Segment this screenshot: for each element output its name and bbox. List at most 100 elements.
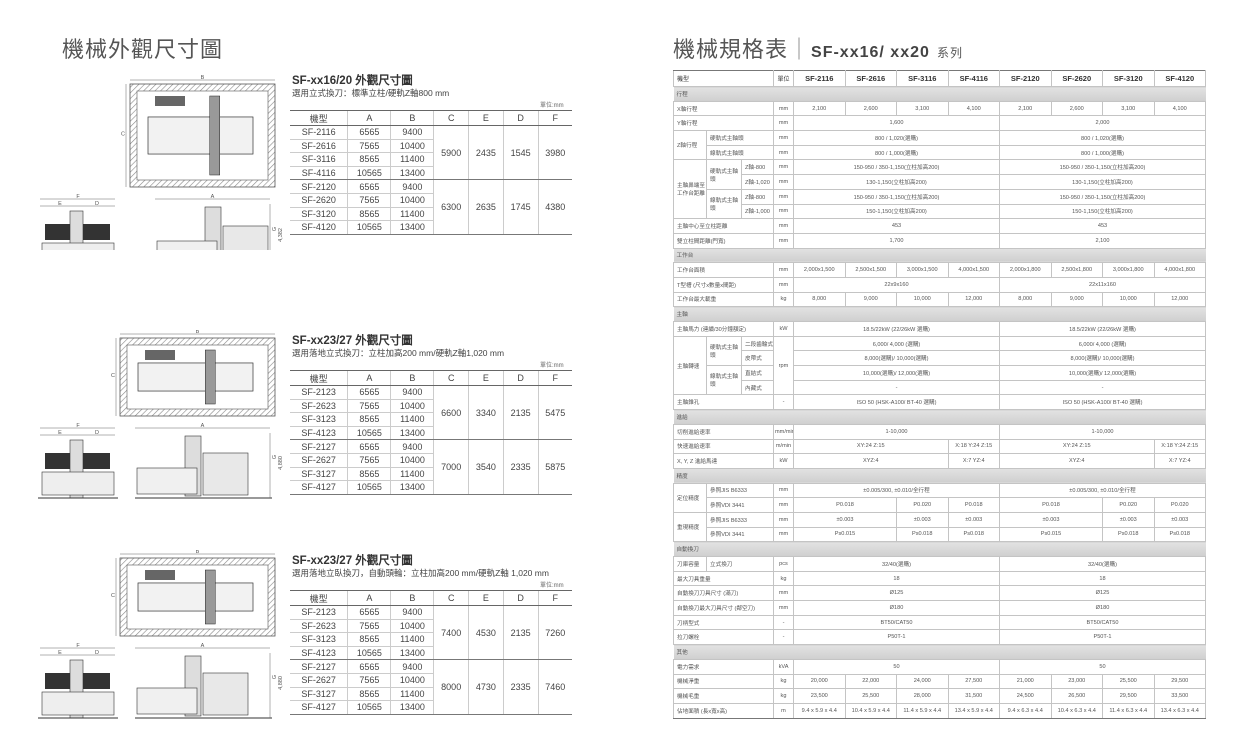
spec-value: ±0.005/300, ±0.010/全行程 [793, 482, 1000, 499]
value-cell: 10400 [390, 399, 434, 414]
column-header: A [347, 590, 391, 606]
spec-label: 直結式 [741, 365, 774, 381]
spec-label: X, Y, Z 進給馬達 [673, 453, 774, 469]
spec-value: 22x9x160 [793, 276, 1000, 293]
column-header: E [468, 590, 504, 606]
control-cabinet-side [202, 672, 249, 716]
dim-label-e: E [58, 201, 62, 207]
spec-value: 10,000 [896, 291, 949, 308]
dimension-c: 7400 [433, 605, 469, 661]
column-header: 機型 [290, 110, 348, 126]
spec-value: 10,000 [1102, 291, 1155, 308]
spec-label: 快速進給速率 [673, 438, 774, 455]
spec-row: 自動換刀最大刀具尺寸 (鄰空刀) mm Ø180 Ø180 [673, 600, 1206, 616]
spec-label: 內藏式 [741, 379, 774, 396]
spec-value: 9.4 x 6.3 x 4.4 [999, 702, 1052, 719]
spec-row: 電力需求 kVA 50 50 [673, 658, 1206, 675]
spec-value: 50 [999, 658, 1206, 675]
spec-value: 20,000 [793, 673, 846, 690]
spec-label: 皮帶式 [741, 350, 774, 367]
spec-value: 9,000 [844, 291, 897, 308]
spec-row: 刀柄型式 - BT50/CAT50 BT50/CAT50 [673, 614, 1206, 631]
model-cell: SF-2620 [290, 193, 348, 208]
value-cell: 8565 [347, 632, 391, 647]
spindle-head-front [69, 210, 84, 250]
table-row: SF-3123 8565 11400 [290, 632, 572, 647]
dimension-d: 1745 [502, 179, 539, 235]
column-header: B [390, 110, 434, 126]
spec-section-row: 工作台 [673, 247, 1206, 264]
column-header: E [468, 370, 504, 386]
spec-value: 1-10,000 [999, 423, 1206, 440]
dimension-f: 7460 [537, 659, 572, 715]
value-cell: 13400 [390, 480, 434, 495]
control-cabinet-side [222, 225, 269, 250]
spec-value: P0.018 [793, 497, 897, 513]
value-cell: 10565 [347, 426, 391, 441]
dim-label-b: B [196, 550, 200, 555]
model-cell: SF-2623 [290, 619, 348, 634]
model-cell: SF-4120 [290, 220, 348, 235]
dim-label-height: 4,880 [278, 676, 284, 690]
spec-unit: mm [773, 511, 794, 528]
model-cell: SF-3116 [290, 152, 348, 167]
value-cell: 7565 [347, 193, 391, 208]
spec-value: X:7 YZ:4 [1153, 453, 1206, 469]
spec-label: 硬軌式主軸頭 [706, 130, 774, 146]
spec-unit: mm [773, 100, 794, 117]
spec-unit: mm [773, 232, 794, 249]
spec-value: 26,500 [1050, 688, 1103, 704]
spec-value: 150-950 / 350-1,150(立柱加高200) [793, 188, 1000, 205]
spec-value: 24,500 [999, 688, 1052, 704]
section-heading: 工作台 [673, 247, 1206, 264]
spec-label: 立式換刀 [706, 556, 774, 572]
model-cell: SF-2123 [290, 385, 348, 400]
dimension-table: 機型 A B C E D F SF-2123 6565 9400 7400 4530 2135 7260 S… [290, 590, 572, 715]
dim-label-d: D [95, 650, 99, 656]
dim-label-c: C [111, 593, 115, 599]
table-row: SF-4123 10565 13400 [290, 426, 572, 441]
spec-value: Ps0.018 [947, 526, 1000, 543]
dimension-c: 6300 [433, 179, 469, 235]
spec-value: 13.4 x 6.3 x 4.4 [1153, 702, 1206, 719]
table-row: SF-2627 7565 10400 [290, 673, 572, 688]
spec-label: 最大刀具重量 [673, 570, 774, 587]
spec-label: 機械淨重 [673, 673, 774, 690]
value-cell: 7565 [347, 453, 391, 468]
spec-row: 最大刀具重量 kg 18 18 [673, 570, 1206, 587]
dimension-section: SF-xx23/27 外觀尺寸圖 選用落地立臥換刀，自動頭輪：立柱加高200 mm… [0, 550, 620, 730]
dimension-table: 機型 A B C E D F SF-2123 6565 9400 6600 3340 2135 5475 S… [290, 370, 572, 495]
spec-value: ISO 50 (HSK-A100/ BT-40 選購) [999, 394, 1206, 411]
value-cell: 11400 [390, 687, 434, 702]
spec-value: ±0.005/300, ±0.010/全行程 [999, 482, 1206, 499]
dimension-d: 2335 [502, 659, 539, 715]
spec-value: 22,000 [844, 673, 897, 690]
spec-value: 2,000x1,800 [999, 262, 1052, 278]
spec-value: 4,000x1,800 [1153, 262, 1206, 278]
table-row: SF-2123 6565 9400 7400 4530 2135 7260 [290, 605, 572, 661]
spec-row: 皮帶式 8,000(選購)/ 10,000(選購) 8,000(選購)/ 10,00… [674, 350, 1206, 367]
spec-unit: m [773, 702, 794, 719]
model-cell: SF-2123 [290, 605, 348, 620]
value-cell: 13400 [390, 646, 434, 661]
spec-unit: - [773, 614, 794, 631]
spec-value: 33,500 [1153, 688, 1206, 704]
spec-value: ±0.003 [793, 511, 897, 528]
section-heading: 自動換刀 [673, 541, 1206, 557]
spec-unit: mm [773, 497, 794, 513]
value-cell: 13400 [390, 426, 434, 441]
model-cell: SF-4123 [290, 426, 348, 441]
table-row: SF-4123 10565 13400 [290, 646, 572, 661]
spec-value: 12,000 [1153, 291, 1206, 308]
model-cell: SF-2623 [290, 399, 348, 414]
spec-label: 電力需求 [673, 658, 774, 675]
value-cell: 13400 [390, 166, 434, 181]
spec-value: 9,000 [1050, 291, 1103, 308]
spec-value: Ø180 [793, 600, 1000, 616]
spec-row: 雙立柱間距離(門寬) mm 1,700 2,100 [673, 232, 1206, 249]
dim-label-height: 4,880 [278, 456, 284, 470]
dim-label-d: D [95, 201, 99, 207]
spec-value: Ps0.018 [1102, 526, 1155, 543]
value-cell: 8565 [347, 152, 391, 167]
section-heading: 主軸 [673, 306, 1206, 322]
